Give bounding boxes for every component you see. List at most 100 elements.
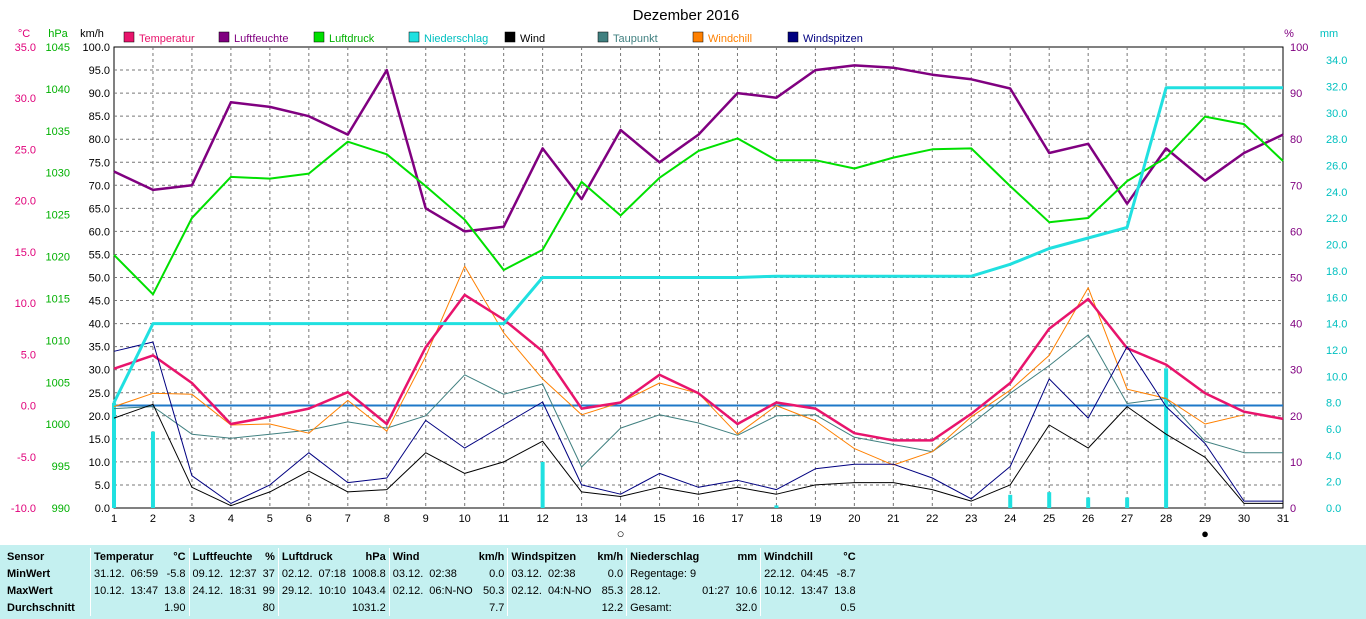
x-tick-label: 31	[1277, 513, 1289, 525]
stats-cell: 07:18	[318, 567, 347, 580]
tick-label-humidity: 40	[1290, 319, 1302, 331]
x-tick-label: 6	[306, 513, 312, 525]
stats-cell: 85.3	[601, 584, 624, 597]
stats-row-label: MinWert	[7, 567, 51, 580]
tick-label-precip: 6.0	[1326, 424, 1341, 436]
stats-cell: 1031.2	[352, 601, 386, 614]
precip-bars	[112, 368, 1169, 508]
tick-label-pressure: 1045	[46, 42, 70, 54]
tick-label-wind: 100.0	[82, 42, 110, 54]
tick-label-humidity: 90	[1290, 88, 1302, 100]
tick-label-wind: 90.0	[89, 88, 110, 100]
stats-cell	[89, 599, 128, 616]
legend-swatch	[787, 31, 799, 43]
tick-label-wind: 15.0	[89, 434, 110, 446]
stats-cell	[798, 599, 832, 616]
tick-label-pressure: 995	[52, 461, 70, 473]
tick-label-precip: 34.0	[1326, 55, 1347, 67]
tick-label-humidity: 10	[1290, 457, 1302, 469]
tick-label-precip: 16.0	[1326, 292, 1347, 304]
legend-label: Niederschlag	[424, 33, 488, 45]
tick-label-precip: 30.0	[1326, 108, 1347, 120]
x-tick-label: 1	[111, 513, 117, 525]
legend-swatch	[692, 31, 704, 43]
legend-label: Luftdruck	[329, 33, 375, 45]
stats-cell: Regentage: 9	[626, 565, 700, 582]
stats-cell: 04:N-NO	[547, 584, 592, 597]
stats-cell: 0.0	[489, 567, 505, 580]
x-tick-label: 19	[809, 513, 821, 525]
axis-ticks: 1 2 3 4 5 6 7 8 9 10 11 12 13 14 15 16 17 18 19 20 21 22 23 24 2…	[11, 42, 1348, 525]
x-tick-label: 17	[731, 513, 743, 525]
tick-label-pressure: 1025	[46, 210, 70, 222]
stats-row-label: Sensor	[7, 550, 45, 563]
tick-label-wind: 10.0	[89, 457, 110, 469]
stats-cell: 02.12.	[277, 565, 316, 582]
precip-bar	[1164, 368, 1169, 508]
tick-label-humidity: 50	[1290, 273, 1302, 285]
stats-cell: 03.12.	[388, 565, 427, 582]
stats-col-title: Wind	[388, 548, 476, 565]
x-tick-label: 15	[653, 513, 665, 525]
stats-col-title: Windspitzen	[507, 548, 595, 565]
stats-col-title: Windchill	[760, 548, 832, 565]
series-line-taupunkt	[113, 334, 1283, 468]
axis-unit-temp: °C	[18, 28, 30, 40]
stats-cell: 13:47	[800, 584, 829, 597]
legend-label: Windchill	[708, 33, 752, 45]
weather-chart: Dezember 2016 °C hPa km/h % mm Temperatu…	[11, 7, 1348, 541]
axis-unit-pressure: hPa	[48, 28, 68, 40]
tick-label-temp: 20.0	[15, 196, 36, 208]
moon-marker-new: ●	[1201, 526, 1209, 541]
tick-label-pressure: 1015	[46, 293, 70, 305]
tick-label-temp: 25.0	[15, 144, 36, 156]
tick-label-humidity: 60	[1290, 226, 1302, 238]
stats-cell: 80	[262, 601, 275, 614]
legend-item: Luftdruck	[313, 31, 375, 45]
statistics-panel: Sensor Temperatur °C Luftfeuchte% Luftdruck h…	[0, 545, 1366, 619]
stats-cell: 01:27	[702, 584, 730, 597]
tick-label-pressure: 1010	[46, 335, 70, 347]
tick-label-wind: 20.0	[89, 411, 110, 423]
stats-cell: 31.12.	[89, 565, 128, 582]
tick-label-temp: 5.0	[21, 349, 36, 361]
x-tick-label: 23	[965, 513, 977, 525]
stats-cell: 0.5	[840, 601, 856, 614]
stats-cell: 0.0	[607, 567, 624, 580]
x-tick-label: 26	[1082, 513, 1094, 525]
stats-cell	[733, 565, 761, 582]
series-lines	[112, 64, 1284, 507]
x-tick-label: 22	[926, 513, 938, 525]
stats-cell: Gesamt:	[626, 599, 700, 616]
tick-label-wind: 80.0	[89, 134, 110, 146]
stats-col-unit: %	[265, 550, 275, 563]
x-tick-label: 30	[1238, 513, 1250, 525]
tick-label-pressure: 1020	[46, 252, 70, 264]
tick-label-precip: 20.0	[1326, 240, 1347, 252]
tick-label-temp: -5.0	[17, 452, 36, 464]
x-tick-label: 27	[1121, 513, 1133, 525]
tick-label-humidity: 20	[1290, 411, 1302, 423]
series-line-windspitzen	[113, 341, 1283, 504]
legend-swatch	[218, 31, 230, 43]
stats-cell: 12.2	[601, 601, 624, 614]
stats-cell: 02.12.	[507, 582, 545, 599]
stats-cell: 24.12.	[188, 582, 227, 599]
stats-col-title: Temperatur	[90, 548, 162, 565]
x-tick-label: 7	[345, 513, 351, 525]
series-line-luftfeuchte	[113, 64, 1284, 233]
legend-label: Wind	[520, 33, 545, 45]
stats-cell: 10.12.	[89, 582, 128, 599]
x-tick-label: 10	[459, 513, 471, 525]
x-tick-label: 3	[189, 513, 195, 525]
tick-label-precip: 12.0	[1326, 345, 1347, 357]
tick-label-precip: 24.0	[1326, 187, 1347, 199]
stats-cell: 12:37	[229, 567, 257, 580]
stats-cell	[699, 599, 733, 616]
stats-col-unit: °C	[843, 550, 856, 563]
stats-cell: 7.7	[489, 601, 505, 614]
stats-cell	[388, 599, 427, 616]
tick-label-temp: -10.0	[11, 503, 36, 515]
tick-label-precip: 14.0	[1326, 319, 1347, 331]
x-tick-label: 2	[150, 513, 156, 525]
